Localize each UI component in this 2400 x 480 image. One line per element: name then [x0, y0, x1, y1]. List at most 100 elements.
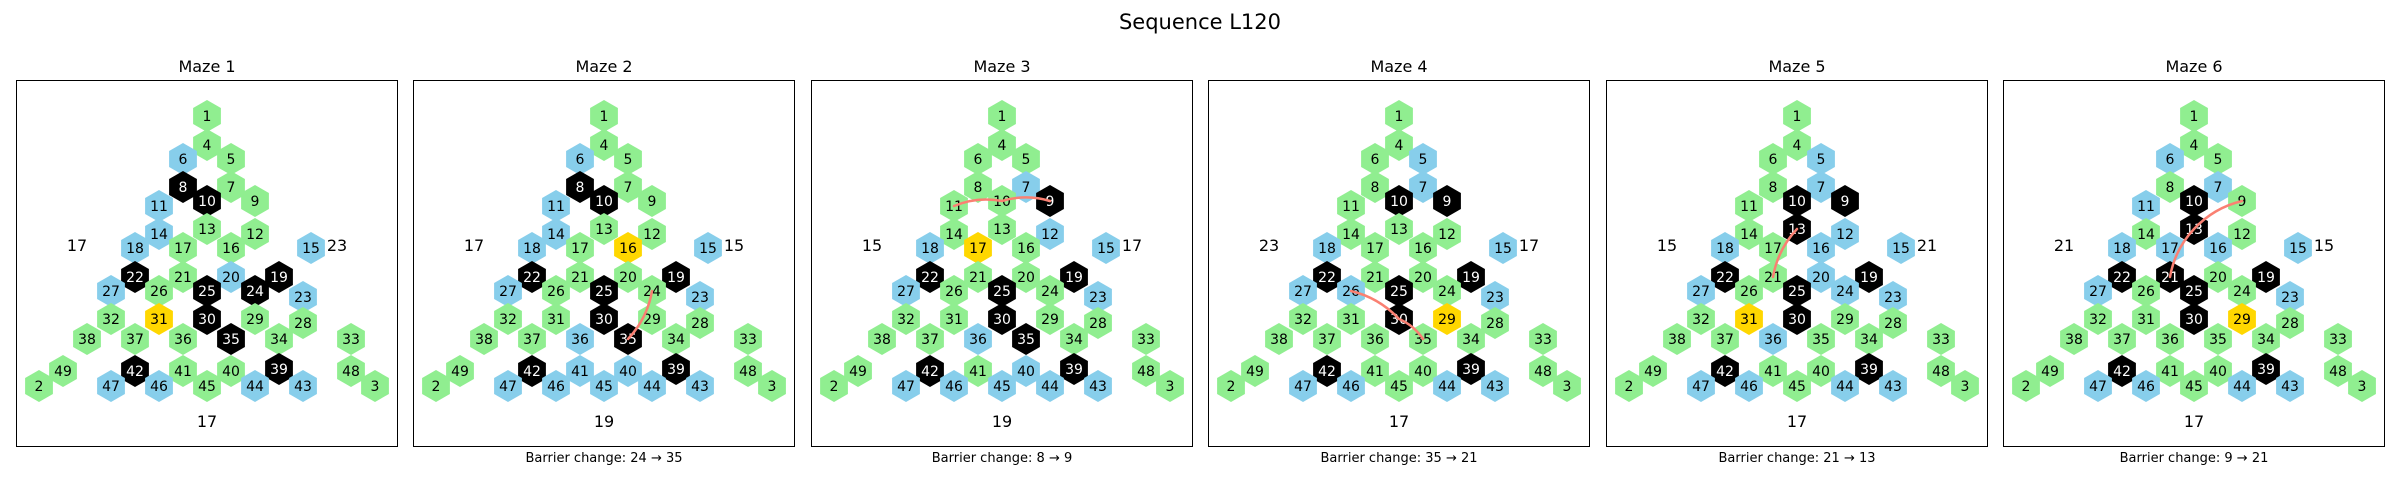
maze-cell: 12 [1831, 218, 1859, 250]
cell-number: 23 [294, 290, 312, 306]
cell-number: 37 [1716, 332, 1734, 348]
cell-hexagon [2108, 232, 2136, 264]
maze-cell: 7 [1409, 171, 1437, 203]
cell-number: 15 [1494, 241, 1512, 257]
maze-cell: 31 [1337, 303, 1365, 335]
cell-number: 12 [246, 227, 264, 243]
cell-number: 26 [150, 284, 168, 300]
cell-hexagon [193, 370, 221, 402]
cell-hexagon [2108, 355, 2136, 387]
cell-number: 17 [969, 241, 987, 257]
maze-cell: 22 [121, 261, 149, 293]
cell-hexagon [217, 261, 245, 293]
cell-number: 8 [1371, 180, 1380, 196]
cell-number: 36 [969, 332, 987, 348]
maze-cell: 18 [1711, 232, 1739, 264]
maze-cell: 26 [542, 275, 570, 307]
cell-number: 26 [1740, 284, 1758, 300]
cell-hexagon [73, 323, 101, 355]
maze-cell: 34 [1457, 323, 1485, 355]
cell-hexagon [1084, 307, 1112, 339]
maze-title: Maze 4 [1370, 57, 1428, 76]
maze-cell: 42 [518, 355, 546, 387]
cell-number: 41 [1366, 364, 1384, 380]
cell-hexagon [193, 213, 221, 245]
cell-hexagon [820, 370, 848, 402]
cell-hexagon [2180, 185, 2208, 217]
cell-hexagon [1012, 261, 1040, 293]
cell-number: 28 [294, 316, 312, 332]
maze-cell: 25 [193, 275, 221, 307]
cell-number: 5 [2214, 152, 2223, 168]
cell-hexagon [2204, 355, 2232, 387]
cell-hexagon [2348, 370, 2376, 402]
cell-number: 24 [246, 284, 264, 300]
cell-hexagon [2156, 143, 2184, 175]
cell-hexagon [1783, 303, 1811, 335]
cell-number: 29 [1836, 312, 1854, 328]
cell-hexagon [1036, 218, 1064, 250]
cell-number: 28 [1884, 316, 1902, 332]
cell-number: 43 [294, 379, 312, 395]
cell-hexagon [1060, 353, 1088, 385]
cell-number: 22 [523, 270, 541, 286]
cell-hexagon [566, 143, 594, 175]
maze-cell: 36 [1361, 323, 1389, 355]
maze-cell: 49 [844, 355, 872, 387]
cell-hexagon [265, 323, 293, 355]
cell-hexagon [2156, 323, 2184, 355]
cell-hexagon [1217, 370, 1245, 402]
maze-cell: 16 [614, 232, 642, 264]
cell-number: 19 [270, 270, 288, 286]
maze-cell: 48 [337, 355, 365, 387]
cell-number: 1 [600, 109, 609, 125]
cell-number: 14 [1342, 227, 1360, 243]
maze-cell: 42 [1313, 355, 1341, 387]
maze-cell: 43 [1084, 370, 1112, 402]
cell-hexagon [121, 355, 149, 387]
maze-cell: 36 [169, 323, 197, 355]
maze-cell: 5 [1807, 143, 1835, 175]
maze-cell: 2 [1615, 370, 1643, 402]
cell-hexagon [638, 370, 666, 402]
cell-hexagon [1807, 355, 1835, 387]
cell-number: 24 [2233, 284, 2251, 300]
cell-hexagon [1855, 261, 1883, 293]
maze-cell: 44 [241, 370, 269, 402]
cell-number: 30 [993, 312, 1011, 328]
maze-cell: 3 [1156, 370, 1184, 402]
cell-number: 39 [270, 362, 288, 378]
cell-number: 40 [619, 364, 637, 380]
cell-number: 21 [1366, 270, 1384, 286]
cell-number: 43 [691, 379, 709, 395]
maze-cell: 46 [145, 370, 173, 402]
maze-cell: 27 [97, 275, 125, 307]
maze-title: Maze 6 [2165, 57, 2223, 76]
maze-cell: 33 [337, 323, 365, 355]
cell-number: 6 [1769, 152, 1778, 168]
cell-hexagon [1759, 355, 1787, 387]
maze-cell: 7 [2204, 171, 2232, 203]
cell-number: 36 [2161, 332, 2179, 348]
maze-cell: 35 [1012, 323, 1040, 355]
maze-cell: 30 [1783, 303, 1811, 335]
cell-hexagon [2252, 353, 2280, 385]
maze-cell: 7 [217, 171, 245, 203]
maze-cell: 3 [1951, 370, 1979, 402]
cell-hexagon [916, 323, 944, 355]
cell-number: 45 [198, 379, 216, 395]
cell-number: 36 [1366, 332, 1384, 348]
maze-cell: 32 [1289, 303, 1317, 335]
cell-number: 5 [1022, 152, 1031, 168]
cell-hexagon [97, 275, 125, 307]
cell-number: 45 [1390, 379, 1408, 395]
cell-hexagon [2204, 143, 2232, 175]
cell-number: 21 [969, 270, 987, 286]
maze-cell: 29 [1433, 303, 1461, 335]
cell-hexagon [940, 275, 968, 307]
cell-number: 20 [619, 270, 637, 286]
cell-hexagon [1012, 171, 1040, 203]
cell-number: 20 [1414, 270, 1432, 286]
cell-number: 48 [1534, 364, 1552, 380]
cell-hexagon [542, 275, 570, 307]
